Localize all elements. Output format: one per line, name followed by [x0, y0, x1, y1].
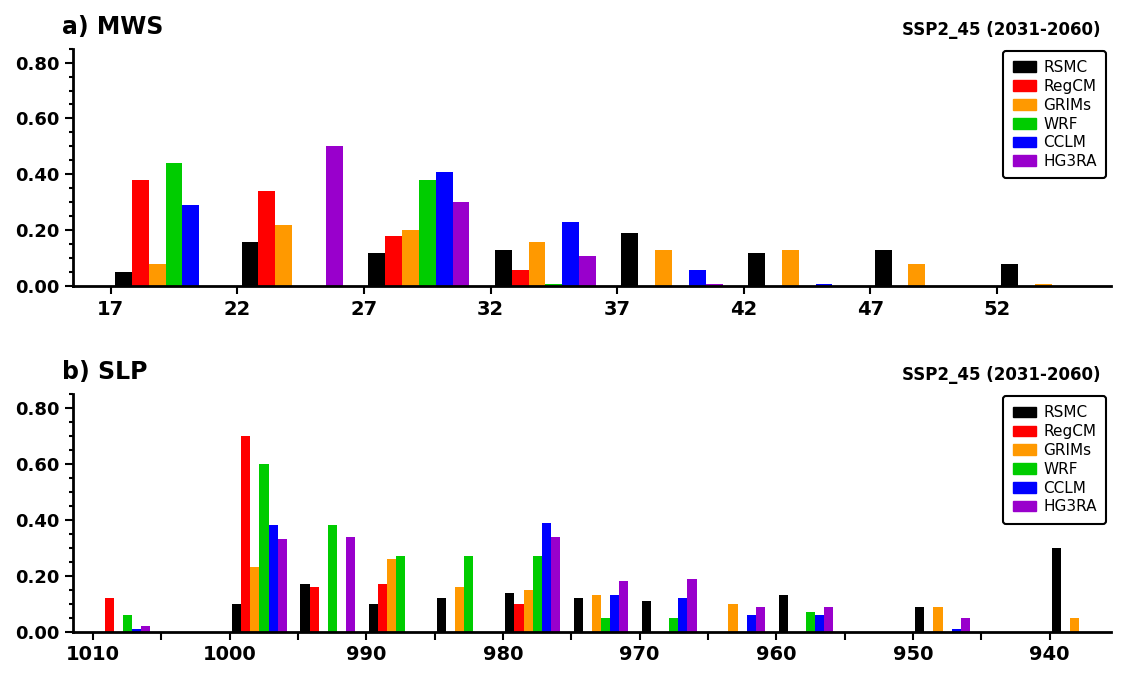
Bar	[149, 264, 166, 287]
Bar	[815, 615, 824, 631]
Bar	[592, 595, 601, 631]
Bar	[815, 284, 832, 287]
Bar	[579, 256, 596, 287]
Bar	[573, 598, 583, 631]
Bar	[688, 579, 697, 631]
Bar	[132, 629, 141, 631]
Bar	[545, 284, 562, 287]
Bar	[232, 604, 241, 631]
Bar	[346, 536, 355, 631]
Bar	[622, 234, 638, 287]
Bar	[402, 230, 419, 287]
Bar	[915, 606, 924, 631]
Bar	[275, 225, 292, 287]
Bar	[1070, 618, 1079, 631]
Bar	[268, 526, 278, 631]
Text: SSP2_45 (2031-2060): SSP2_45 (2031-2060)	[902, 21, 1100, 39]
Bar	[515, 604, 524, 631]
Bar	[241, 436, 250, 631]
Bar	[960, 618, 969, 631]
Bar	[385, 236, 402, 287]
Bar	[166, 163, 182, 287]
Bar	[301, 584, 310, 631]
Bar	[123, 615, 132, 631]
Bar	[689, 270, 706, 287]
Bar	[278, 539, 287, 631]
Bar	[1052, 548, 1061, 631]
Bar	[494, 250, 511, 287]
Bar	[115, 272, 132, 287]
Legend: RSMC, RegCM, GRIMs, WRF, CCLM, HG3RA: RSMC, RegCM, GRIMs, WRF, CCLM, HG3RA	[1003, 51, 1106, 179]
Bar	[747, 615, 756, 631]
Bar	[368, 253, 385, 287]
Bar	[506, 593, 515, 631]
Bar	[259, 464, 268, 631]
Bar	[933, 606, 942, 631]
Bar	[756, 606, 765, 631]
Bar	[678, 598, 688, 631]
Bar	[824, 606, 833, 631]
Bar	[105, 598, 114, 631]
Bar	[610, 595, 619, 631]
Bar	[250, 568, 259, 631]
Bar	[642, 601, 651, 631]
Bar	[562, 222, 579, 287]
Bar	[781, 250, 798, 287]
Bar	[601, 618, 610, 631]
Bar	[524, 590, 533, 631]
Bar	[328, 526, 337, 631]
Bar	[528, 242, 545, 287]
Bar	[132, 180, 149, 287]
Bar	[748, 253, 765, 287]
Bar	[182, 205, 199, 287]
Bar	[455, 587, 464, 631]
Bar	[511, 270, 528, 287]
Bar	[258, 191, 275, 287]
Bar	[368, 604, 378, 631]
Bar	[396, 556, 405, 631]
Bar	[806, 612, 815, 631]
Bar	[241, 242, 258, 287]
Bar	[533, 556, 542, 631]
Bar	[1035, 284, 1052, 287]
Bar	[1001, 264, 1018, 287]
Bar	[436, 172, 453, 287]
Bar	[325, 147, 342, 287]
Text: a) MWS: a) MWS	[62, 15, 163, 39]
Bar	[453, 202, 470, 287]
Bar	[141, 626, 150, 631]
Text: b) SLP: b) SLP	[62, 361, 148, 384]
Legend: RSMC, RegCM, GRIMs, WRF, CCLM, HG3RA: RSMC, RegCM, GRIMs, WRF, CCLM, HG3RA	[1003, 397, 1106, 524]
Text: SSP2_45 (2031-2060): SSP2_45 (2031-2060)	[902, 367, 1100, 384]
Bar	[669, 618, 678, 631]
Bar	[464, 556, 473, 631]
Bar	[619, 581, 628, 631]
Bar	[655, 250, 672, 287]
Bar	[542, 523, 551, 631]
Bar	[387, 559, 396, 631]
Bar	[310, 587, 319, 631]
Bar	[909, 264, 926, 287]
Bar	[706, 284, 723, 287]
Bar	[951, 629, 960, 631]
Bar	[437, 598, 446, 631]
Bar	[419, 180, 436, 287]
Bar	[875, 250, 892, 287]
Bar	[378, 584, 387, 631]
Bar	[729, 604, 738, 631]
Bar	[551, 536, 560, 631]
Bar	[778, 595, 788, 631]
